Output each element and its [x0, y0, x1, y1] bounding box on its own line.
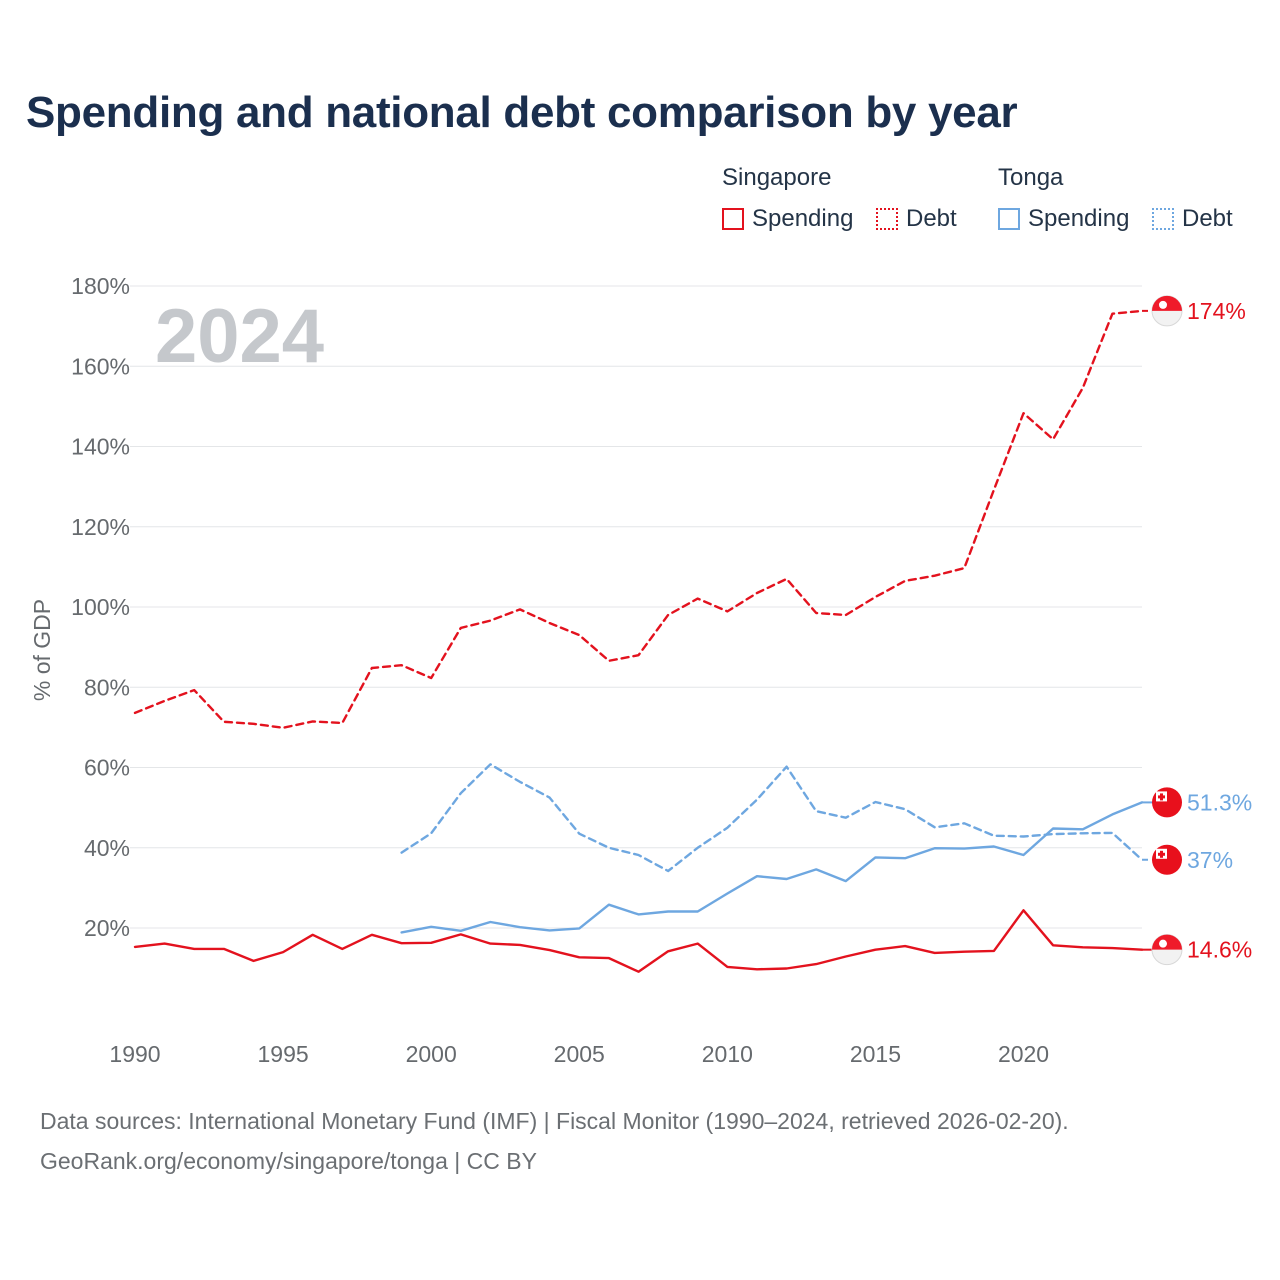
x-tick-label: 2010	[702, 1041, 753, 1067]
singapore-flag-red-half	[1152, 295, 1182, 311]
y-tick-label: 20%	[84, 915, 130, 941]
legend-swatch-solid-icon	[722, 208, 744, 230]
y-tick-label: 80%	[84, 674, 130, 700]
x-tick-label: 2020	[998, 1041, 1049, 1067]
series-line-singapore-spending	[133, 909, 1144, 973]
y-tick-label: 100%	[71, 594, 130, 620]
series-line-singapore-debt	[133, 309, 1144, 729]
year-watermark: 2024	[155, 294, 324, 379]
y-tick-label: 160%	[71, 353, 130, 379]
x-tick-label: 2000	[406, 1041, 457, 1067]
legend-group-singapore: Singapore	[722, 164, 832, 191]
y-tick-label: 180%	[71, 273, 130, 299]
legend-group-tonga: Tonga	[998, 164, 1064, 191]
line-chart: 20% 40% 60% 80% 100% 120% 140% 160% 180% 1990 1995…	[29, 273, 1252, 1067]
legend-label: Debt	[906, 205, 957, 232]
end-label-tonga-spending: 51.3%	[1187, 789, 1252, 815]
x-tick-label: 2015	[850, 1041, 901, 1067]
series-line-tonga-debt	[400, 763, 1144, 873]
x-tick-label: 1990	[109, 1041, 160, 1067]
singapore-flag-crescent	[1159, 939, 1167, 948]
legend-swatch-dotted-icon	[1152, 208, 1174, 230]
legend-swatch-solid-icon	[998, 208, 1020, 230]
tonga-flag-cross-h	[1158, 852, 1165, 856]
x-tick-label: 2005	[554, 1041, 605, 1067]
footer-credit: GeoRank.org/economy/singapore/tonga | CC…	[40, 1148, 537, 1174]
y-axis-label: % of GDP	[29, 599, 55, 701]
tonga-flag-cross-h	[1158, 795, 1165, 799]
end-label-singapore-spending: 14.6%	[1187, 937, 1252, 963]
legend-item-tonga-debt[interactable]: Debt	[1152, 205, 1233, 233]
y-tick-label: 40%	[84, 835, 130, 861]
singapore-flag-red-half	[1152, 934, 1182, 950]
end-label-tonga-debt: 37%	[1187, 847, 1233, 873]
x-tick-label: 1995	[258, 1041, 309, 1067]
legend-item-singapore-debt[interactable]: Debt	[876, 205, 957, 233]
legend-swatch-dotted-icon	[876, 208, 898, 230]
y-tick-label: 120%	[71, 514, 130, 540]
y-tick-label: 60%	[84, 755, 130, 781]
legend-label: Debt	[1182, 205, 1233, 232]
end-label-singapore-debt: 174%	[1187, 298, 1246, 324]
y-tick-label: 140%	[71, 434, 130, 460]
legend-label: Spending	[1028, 205, 1130, 232]
legend-item-singapore-spending[interactable]: Spending	[722, 205, 853, 233]
singapore-flag-crescent	[1159, 300, 1167, 309]
legend-label: Spending	[752, 205, 854, 232]
footer-sources: Data sources: International Monetary Fun…	[40, 1108, 1069, 1134]
chart-title: Spending and national debt comparison by…	[26, 88, 1018, 137]
legend-item-tonga-spending[interactable]: Spending	[998, 205, 1129, 233]
series-line-tonga-spending	[400, 801, 1144, 934]
